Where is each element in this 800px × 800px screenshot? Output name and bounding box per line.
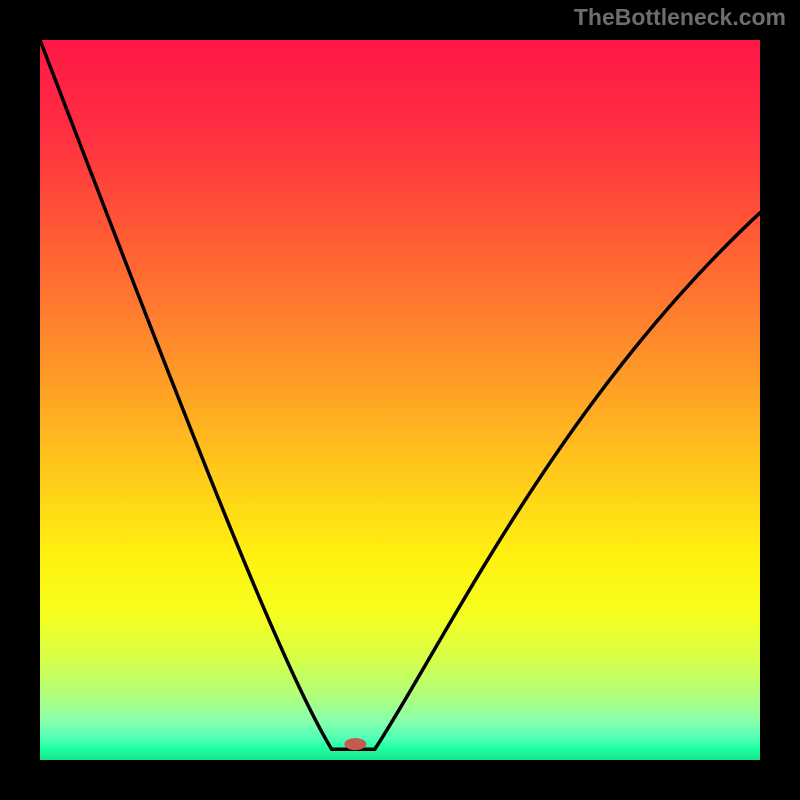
bottleneck-chart	[0, 0, 800, 800]
valley-marker	[344, 738, 366, 750]
watermark-text: TheBottleneck.com	[574, 4, 786, 31]
